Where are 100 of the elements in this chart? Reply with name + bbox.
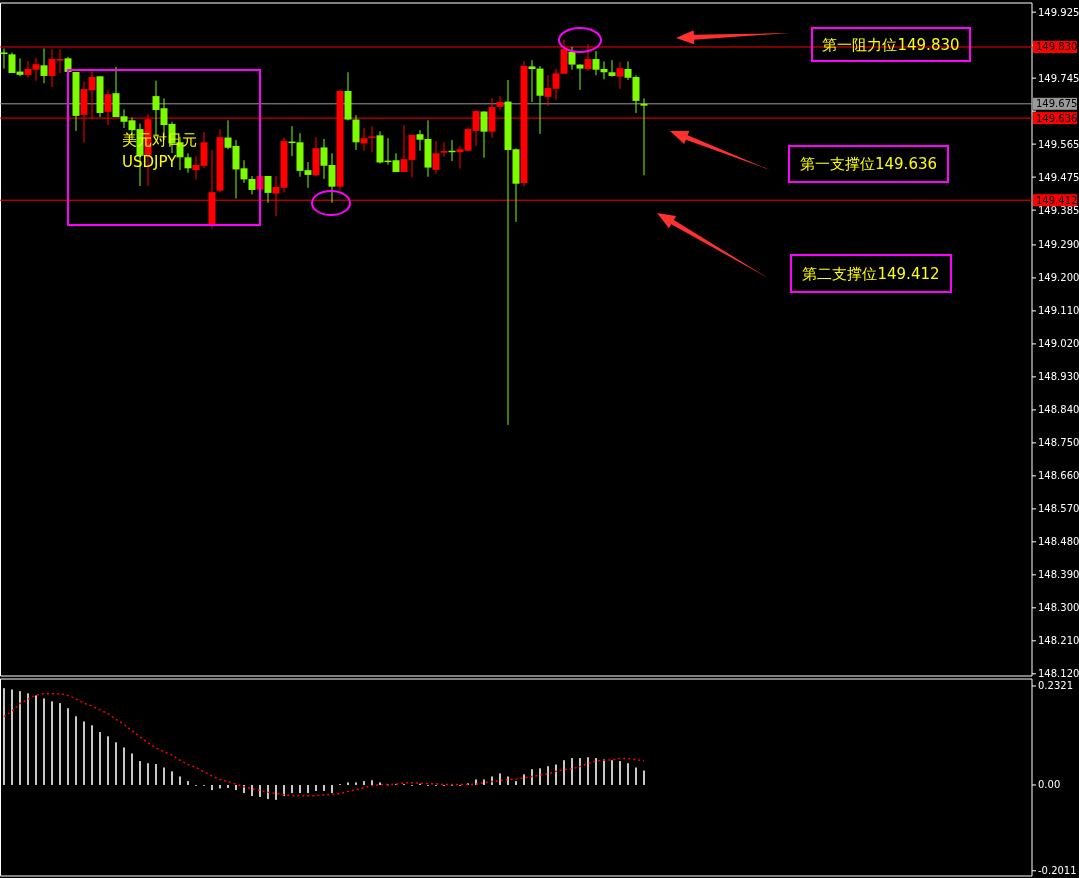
y-tick-label: 148.840 bbox=[1038, 404, 1079, 416]
candlestick bbox=[360, 127, 368, 152]
annotation: 第一阻力位149.830 bbox=[822, 35, 960, 54]
bar bbox=[555, 764, 557, 785]
bar bbox=[331, 784, 333, 794]
bar bbox=[115, 742, 117, 785]
bar bbox=[235, 784, 237, 791]
bar bbox=[499, 773, 501, 785]
bar bbox=[187, 781, 189, 785]
bar bbox=[59, 703, 61, 785]
bar bbox=[91, 725, 93, 785]
y-tick-label: 149.020 bbox=[1038, 338, 1079, 350]
bar bbox=[595, 758, 597, 785]
bar bbox=[35, 695, 37, 785]
y-tick-label: 0.00 bbox=[1038, 779, 1061, 791]
bar bbox=[323, 784, 325, 791]
bar bbox=[579, 758, 581, 785]
bar bbox=[155, 764, 157, 785]
bar bbox=[523, 774, 525, 785]
y-tick-label: 148.570 bbox=[1038, 503, 1079, 515]
candlestick bbox=[264, 175, 272, 204]
annotation: USDJPY bbox=[122, 153, 178, 171]
y-tick-label: 148.660 bbox=[1038, 470, 1079, 482]
bar bbox=[51, 701, 53, 785]
bar bbox=[11, 689, 13, 785]
y-tick-label: 148.210 bbox=[1038, 635, 1079, 647]
bar bbox=[67, 708, 69, 785]
y-tick-label: 148.300 bbox=[1038, 602, 1079, 614]
candlestick bbox=[432, 140, 440, 175]
bar bbox=[283, 784, 285, 797]
candlestick bbox=[368, 125, 376, 153]
bar bbox=[123, 747, 125, 785]
ref-line-label: 149.412 bbox=[1036, 194, 1078, 206]
bar bbox=[275, 784, 277, 800]
bar bbox=[603, 759, 605, 785]
bar bbox=[27, 693, 29, 785]
candlestick bbox=[248, 175, 256, 195]
candlestick bbox=[352, 114, 360, 151]
candlestick bbox=[40, 47, 48, 84]
bar bbox=[251, 784, 253, 797]
candlestick bbox=[576, 63, 584, 91]
bar bbox=[507, 776, 509, 785]
line-series bbox=[3, 692, 645, 797]
y-tick-label: 0.2321 bbox=[1038, 680, 1073, 692]
candlestick bbox=[608, 59, 616, 78]
bar bbox=[107, 736, 109, 785]
candlestick bbox=[0, 47, 8, 70]
bar bbox=[531, 769, 533, 785]
bar bbox=[83, 721, 85, 785]
bar bbox=[619, 761, 621, 785]
y-tick-label: 149.475 bbox=[1038, 171, 1079, 183]
bar bbox=[259, 784, 261, 797]
bar bbox=[379, 782, 381, 785]
y-tick-label: 149.925 bbox=[1038, 6, 1079, 18]
bar bbox=[227, 784, 229, 788]
bar bbox=[147, 763, 149, 785]
bar bbox=[99, 732, 101, 785]
bar bbox=[139, 761, 141, 785]
bar bbox=[179, 776, 181, 785]
y-tick-label: 149.745 bbox=[1038, 72, 1079, 84]
bar bbox=[515, 781, 517, 785]
bar bbox=[571, 758, 573, 785]
bar bbox=[291, 784, 293, 794]
bar bbox=[635, 767, 637, 785]
y-tick-label: 148.480 bbox=[1038, 536, 1079, 548]
bar bbox=[299, 784, 301, 794]
bar bbox=[539, 768, 541, 785]
y-tick-label: 149.200 bbox=[1038, 272, 1079, 284]
bar bbox=[355, 782, 357, 785]
candlestick bbox=[568, 46, 576, 71]
candlestick bbox=[616, 61, 624, 90]
bar bbox=[315, 784, 317, 791]
annotation: 第二支撑位149.412 bbox=[802, 264, 940, 283]
bar bbox=[3, 688, 5, 785]
y-tick-label: 149.290 bbox=[1038, 239, 1079, 251]
candlestick bbox=[480, 111, 488, 159]
bar bbox=[547, 766, 549, 785]
bar bbox=[371, 780, 373, 785]
bar bbox=[19, 691, 21, 785]
bar bbox=[75, 716, 77, 785]
y-tick-label: 148.930 bbox=[1038, 371, 1079, 383]
bar bbox=[43, 698, 45, 785]
bar bbox=[211, 784, 213, 791]
candlestick bbox=[640, 97, 648, 176]
y-tick-label: 149.110 bbox=[1038, 305, 1079, 317]
bar bbox=[627, 763, 629, 785]
y-tick-label: 148.390 bbox=[1038, 569, 1079, 581]
ref-line-label: 149.675 bbox=[1036, 98, 1078, 110]
candlestick bbox=[528, 59, 536, 103]
bar bbox=[347, 782, 349, 785]
bar bbox=[363, 781, 365, 785]
y-tick-label: 149.385 bbox=[1038, 204, 1079, 216]
ref-line-label: 149.830 bbox=[1036, 41, 1078, 53]
ref-line-label: 149.636 bbox=[1036, 112, 1078, 124]
bar bbox=[171, 771, 173, 785]
bar bbox=[643, 770, 645, 785]
bar bbox=[131, 753, 133, 785]
y-tick-label: 149.565 bbox=[1038, 138, 1079, 150]
candlestick bbox=[184, 152, 192, 174]
y-tick-label: 148.750 bbox=[1038, 437, 1079, 449]
